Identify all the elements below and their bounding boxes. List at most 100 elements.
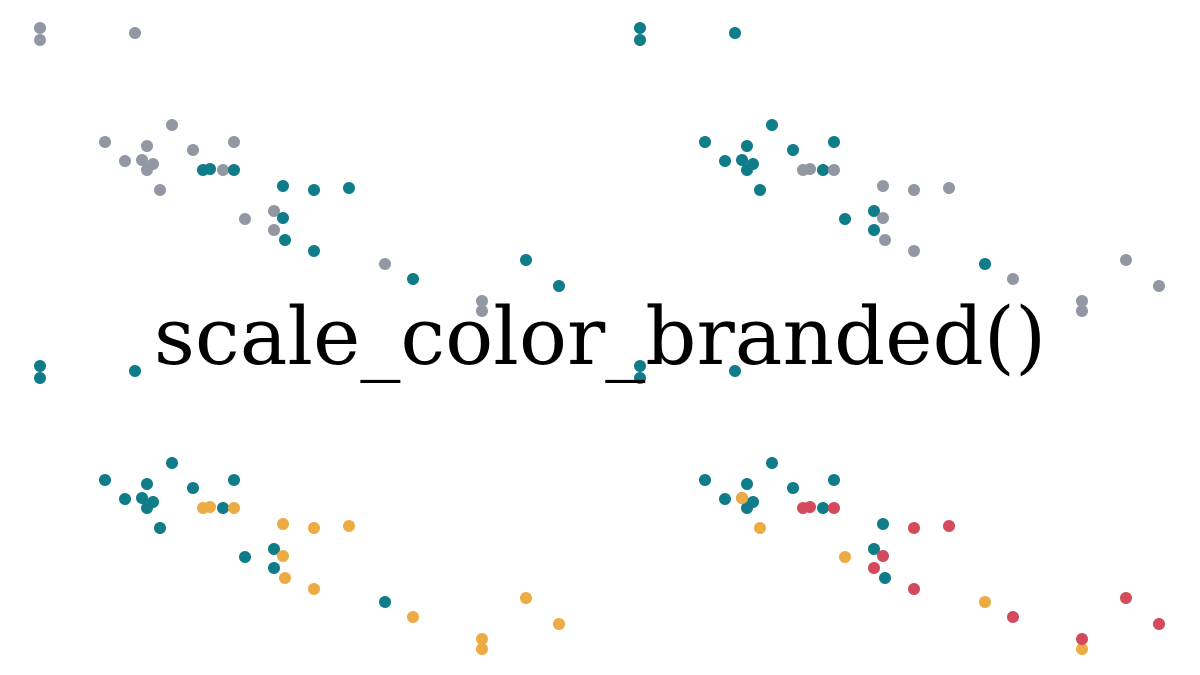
scatter-point (719, 155, 731, 167)
scatter-point (804, 501, 816, 513)
scatter-point (119, 155, 131, 167)
scatter-point (228, 474, 240, 486)
scatter-point (308, 245, 320, 257)
scatter-point (1007, 273, 1019, 285)
scatter-point (268, 205, 280, 217)
scatter-point (1153, 280, 1165, 292)
scatter-point (719, 493, 731, 505)
scatter-point (520, 592, 532, 604)
scatter-point (99, 136, 111, 148)
scatter-point (407, 611, 419, 623)
scatter-point (634, 372, 646, 384)
scatter-point (839, 213, 851, 225)
scatter-point (741, 140, 753, 152)
scatter-point (476, 295, 488, 307)
scatter-panel-bottom-right (634, 360, 1165, 655)
scatter-point (868, 224, 880, 236)
scatter-point (141, 478, 153, 490)
scatter-point (154, 522, 166, 534)
scatter-point (277, 180, 289, 192)
scatter-point (699, 474, 711, 486)
scatter-point (729, 365, 741, 377)
scatter-point (268, 562, 280, 574)
scatter-point (979, 258, 991, 270)
scatter-point (1120, 254, 1132, 266)
scatter-point (239, 213, 251, 225)
scatter-point (520, 254, 532, 266)
scatter-point (754, 522, 766, 534)
scatter-point (1076, 643, 1088, 655)
scatter-point (129, 365, 141, 377)
scatter-point (228, 502, 240, 514)
scatter-point (828, 164, 840, 176)
scatter-point (817, 164, 829, 176)
scatter-point (553, 280, 565, 292)
scatter-point (943, 520, 955, 532)
scatter-point (1007, 611, 1019, 623)
scatter-point (828, 502, 840, 514)
scatter-point (817, 502, 829, 514)
scatter-point (239, 551, 251, 563)
scatter-point (34, 372, 46, 384)
scatter-point (736, 492, 748, 504)
scatter-point (204, 163, 216, 175)
scatter-point (166, 457, 178, 469)
scatter-point (136, 492, 148, 504)
scatter-point (141, 140, 153, 152)
scatter-point (1076, 633, 1088, 645)
scatter-panel-top-right (634, 22, 1165, 317)
scatter-point (308, 522, 320, 534)
scatter-point (277, 212, 289, 224)
scatter-point (908, 583, 920, 595)
scatter-panel-top-left (34, 22, 565, 317)
scatter-point (228, 136, 240, 148)
scatter-point (147, 496, 159, 508)
scatter-point (343, 182, 355, 194)
scatter-point (766, 457, 778, 469)
scatter-point (741, 478, 753, 490)
scatter-point (147, 158, 159, 170)
scatter-point (634, 360, 646, 372)
scatter-point (747, 496, 759, 508)
scatter-point (699, 136, 711, 148)
scatter-point (879, 234, 891, 246)
scatter-point (877, 212, 889, 224)
scatter-point (308, 583, 320, 595)
scatter-panel-bottom-left (34, 360, 565, 655)
page-title: scale_color_branded() (153, 290, 1047, 383)
scatter-point (1076, 305, 1088, 317)
scatter-point (828, 136, 840, 148)
scatter-point (868, 543, 880, 555)
scatter-point (308, 184, 320, 196)
scatter-point (154, 184, 166, 196)
scatter-point (1120, 592, 1132, 604)
scatter-point (476, 633, 488, 645)
scatter-point (136, 154, 148, 166)
scatter-point (277, 550, 289, 562)
scatter-point (343, 520, 355, 532)
scatter-point (868, 562, 880, 574)
scatter-point (34, 34, 46, 46)
scatter-point (34, 22, 46, 34)
scatter-point (736, 154, 748, 166)
scatter-point (379, 596, 391, 608)
scatter-point (268, 543, 280, 555)
scatter-point (839, 551, 851, 563)
scatter-point (34, 360, 46, 372)
scatter-point (828, 474, 840, 486)
scatter-point (979, 596, 991, 608)
scatter-point (553, 618, 565, 630)
scatter-point (908, 184, 920, 196)
scatter-point (279, 234, 291, 246)
scatter-point (868, 205, 880, 217)
scatter-point (908, 245, 920, 257)
scatter-point (129, 27, 141, 39)
scatter-point (634, 34, 646, 46)
scatter-point (877, 180, 889, 192)
scatter-point (119, 493, 131, 505)
scatter-point (217, 164, 229, 176)
scatter-point (908, 522, 920, 534)
scatter-point (787, 144, 799, 156)
scatter-point (804, 163, 816, 175)
